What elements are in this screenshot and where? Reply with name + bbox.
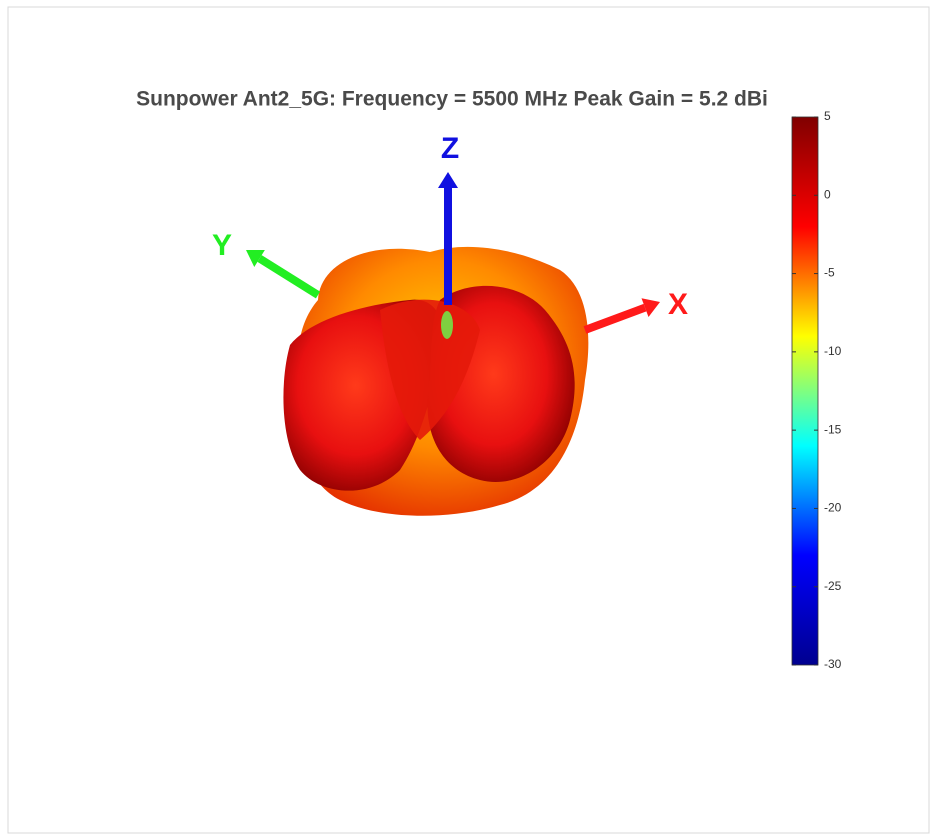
colorbar-tick-label: -10	[824, 344, 842, 358]
colorbar	[791, 116, 819, 666]
colorbar-tick-label: -5	[824, 266, 835, 280]
axis-arrow-head	[641, 298, 660, 317]
axis-label: Y	[212, 229, 232, 262]
colorbar-tick-label: -15	[824, 422, 842, 436]
colorbar-tick-label: -20	[824, 501, 842, 515]
axis-arrow-head	[246, 250, 265, 267]
surface-lobe	[380, 299, 480, 440]
colorbar-tick-label: -30	[824, 657, 842, 671]
frame	[7, 6, 930, 834]
colorbar-tick-label: 5	[824, 109, 831, 123]
axis-arrow-shaft	[257, 255, 321, 299]
pattern-surface	[283, 246, 589, 516]
axes-triad: Z Y X	[212, 132, 688, 334]
colorbar-tick-label: -25	[824, 579, 842, 593]
chart-title: Sunpower Ant2_5G: Frequency = 5500 MHz P…	[136, 88, 768, 111]
axis-label: Z	[441, 132, 459, 165]
colorbar-tick-label: 0	[824, 187, 831, 201]
axis-arrow-head	[438, 172, 458, 188]
axis-label: X	[668, 288, 688, 321]
surface-null	[441, 311, 453, 339]
axis-arrow-shaft	[583, 303, 647, 334]
